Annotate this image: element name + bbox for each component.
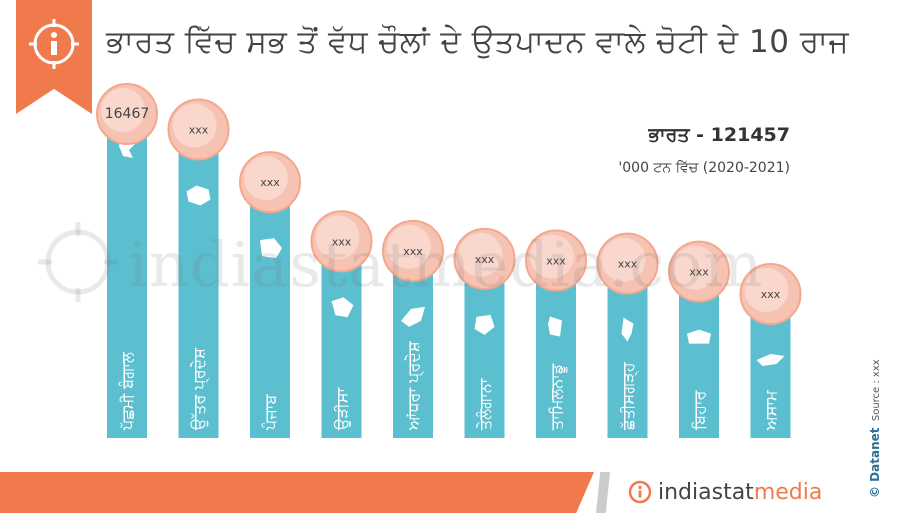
state-map-icon	[260, 238, 282, 259]
unit-label: '000 ਟਨ ਵਿੱਚ (2020-2021)	[618, 160, 790, 176]
value-label: xxx	[475, 253, 495, 266]
info-icon	[29, 19, 79, 69]
value-bubble-highlight	[530, 234, 574, 279]
india-total: ਭਾਰਤ - 121457	[648, 124, 790, 146]
value-label: xxx	[260, 176, 280, 189]
value-label: xxx	[546, 254, 566, 267]
bar-6	[464, 266, 505, 438]
state-map-icon	[621, 317, 634, 342]
value-bubble	[239, 151, 301, 214]
value-bubble	[525, 229, 587, 292]
brand-name: indiastatmedia	[658, 479, 823, 505]
bar-4	[321, 249, 362, 438]
bar-1	[107, 122, 147, 438]
value-bubble-highlight	[101, 88, 145, 132]
category-label: ਉੜੀਸਾ	[333, 388, 352, 431]
value-label: xxx	[403, 245, 423, 258]
value-bubble-highlight	[601, 237, 646, 282]
value-bubble	[596, 232, 659, 295]
category-label: ਉੱਤਰ ਪ੍ਰਦੇਸ਼	[190, 348, 211, 431]
value-label: 16467	[105, 106, 150, 122]
category-label: ਪੱਛਮੀ ਬੰਗਾਲ	[118, 351, 137, 431]
state-map-icon	[474, 314, 495, 335]
value-bubble	[382, 219, 444, 282]
value-bubble	[739, 263, 802, 325]
chart-title: ਭਾਰਤ ਵਿੱਚ ਸਭ ਤੋਂ ਵੱਧ ਚੌਲਾਂ ਦੇ ਉਤਪਾਦਨ ਵਾਲ…	[106, 24, 850, 60]
state-map-icon	[756, 354, 785, 366]
value-label: xxx	[761, 288, 781, 301]
value-label: xxx	[332, 235, 352, 248]
value-label: xxx	[689, 266, 709, 279]
value-bubble-highlight	[315, 215, 360, 260]
category-label: ਪੰਜਾਬ	[261, 394, 280, 431]
category-label: ਬਿਹਾਰ	[690, 389, 709, 431]
value-bubble-highlight	[172, 103, 217, 148]
category-label: ਆਂਧਰਾ ਪ੍ਰਦੇਸ਼	[404, 341, 425, 431]
bar-3	[250, 190, 290, 438]
value-label: xxx	[618, 258, 638, 271]
bar-8	[607, 271, 648, 438]
value-bubble-highlight	[244, 156, 288, 201]
state-map-icon	[401, 306, 425, 327]
category-label: ਤਾਮਿਲਨਾਡੂ	[547, 363, 567, 431]
info-icon	[628, 480, 652, 504]
footer-band	[0, 466, 902, 513]
value-label: xxx	[189, 123, 209, 136]
value-bubble-highlight	[387, 224, 431, 269]
value-bubble-highlight	[673, 245, 717, 290]
state-map-icon	[331, 297, 354, 318]
state-map-icon	[186, 185, 211, 206]
value-bubble-highlight	[458, 232, 503, 277]
value-bubble	[310, 210, 373, 273]
state-map-icon	[548, 316, 562, 337]
bar-5	[393, 258, 433, 438]
bar-7	[536, 268, 576, 438]
category-label: ਛੱਤੀਸਗੜ੍ਹ	[619, 361, 640, 431]
category-label: ਤੇਲੰਗਾਨਾ	[476, 378, 495, 431]
brand-logo: indiastatmedia	[628, 478, 822, 506]
value-bubble	[167, 98, 230, 161]
value-bubble-highlight	[744, 268, 789, 312]
value-bubble	[96, 83, 158, 145]
bar-9	[679, 279, 719, 438]
source-credit: © Datanet Source : xxx	[868, 359, 882, 498]
value-bubble	[668, 240, 730, 303]
category-label: ਅਸਾਮ	[762, 390, 781, 431]
state-map-icon	[687, 329, 711, 344]
value-bubble	[453, 227, 516, 290]
